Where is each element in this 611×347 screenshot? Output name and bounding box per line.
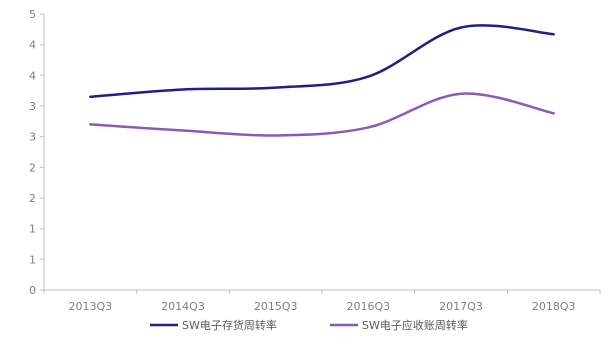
- y-tick-label: 4: [29, 69, 36, 82]
- series-layer: [89, 24, 555, 137]
- legend-label-1: SW电子存货周转率: [182, 318, 277, 332]
- x-tick-label: 2014Q3: [161, 300, 205, 313]
- y-tick-label: 4: [29, 39, 36, 52]
- y-tick-label: 3: [29, 100, 36, 113]
- y-tick-label: 0: [29, 284, 36, 297]
- y-tick-label: 2: [29, 192, 36, 205]
- y-tick-label: 5: [29, 8, 36, 21]
- y-tick-label: 1: [29, 223, 36, 236]
- x-tick-label: 2015Q3: [254, 300, 298, 313]
- y-tick-label: 2: [29, 161, 36, 174]
- x-tick-label: 2017Q3: [439, 300, 483, 313]
- x-tick-label: 2018Q3: [532, 300, 576, 313]
- series-line-1: [89, 24, 555, 99]
- x-tick-label: 2013Q3: [69, 300, 113, 313]
- series-line-2: [89, 92, 555, 137]
- axes: 0 1 1 2 2 3 3 4 4 5 2013Q3 2014Q3 2015Q3 2016Q3 2017Q3…: [29, 8, 601, 313]
- legend-label-2: SW电子应收账周转率: [362, 318, 468, 332]
- legend: SW电子存货周转率 SW电子应收账周转率: [150, 318, 468, 332]
- x-tick-label: 2016Q3: [347, 300, 391, 313]
- y-tick-label: 3: [29, 131, 36, 144]
- y-tick-label: 1: [29, 253, 36, 266]
